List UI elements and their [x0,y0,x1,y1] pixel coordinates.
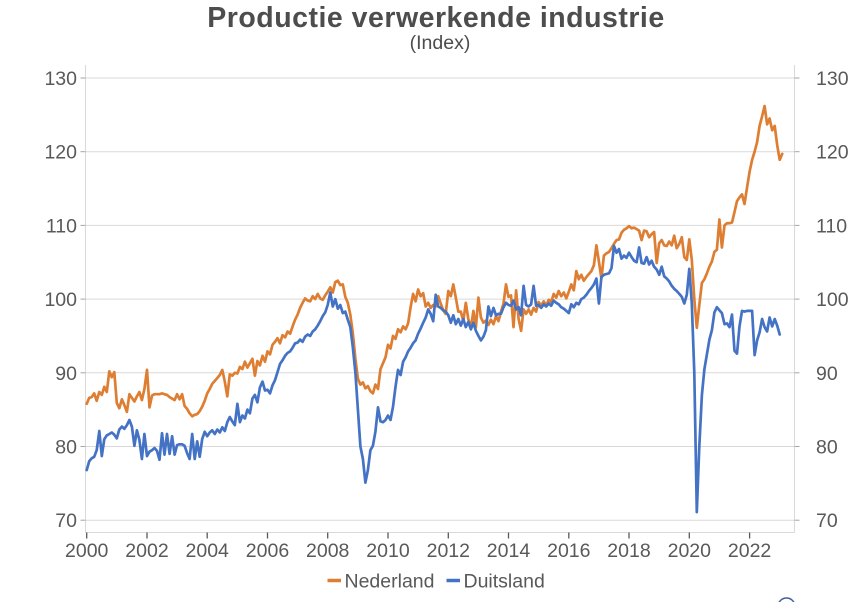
svg-text:110: 110 [816,215,847,237]
svg-text:130: 130 [44,68,77,90]
svg-text:90: 90 [55,363,77,385]
svg-text:2010: 2010 [366,540,410,562]
svg-text:2020: 2020 [668,540,712,562]
svg-text:2018: 2018 [607,540,650,562]
svg-text:2022: 2022 [728,540,771,562]
svg-text:120: 120 [44,142,77,164]
svg-text:100: 100 [816,289,849,311]
svg-text:2012: 2012 [427,540,470,562]
svg-text:Duitsland: Duitsland [464,571,545,593]
svg-text:130: 130 [816,68,849,90]
svg-text:90: 90 [816,363,838,385]
svg-text:80: 80 [55,437,77,459]
svg-text:2014: 2014 [487,540,531,562]
svg-text:120: 120 [816,142,849,164]
svg-text:2006: 2006 [246,540,289,562]
svg-text:2002: 2002 [125,540,168,562]
svg-text:70: 70 [55,510,77,532]
svg-text:70: 70 [816,510,838,532]
svg-text:2016: 2016 [547,540,590,562]
svg-text:2000: 2000 [65,540,109,562]
svg-text:80: 80 [816,437,838,459]
svg-text:Nederland: Nederland [345,571,435,593]
svg-text:110: 110 [46,215,77,237]
svg-text:2004: 2004 [186,540,230,562]
svg-text:100: 100 [44,289,77,311]
svg-text:2008: 2008 [306,540,349,562]
